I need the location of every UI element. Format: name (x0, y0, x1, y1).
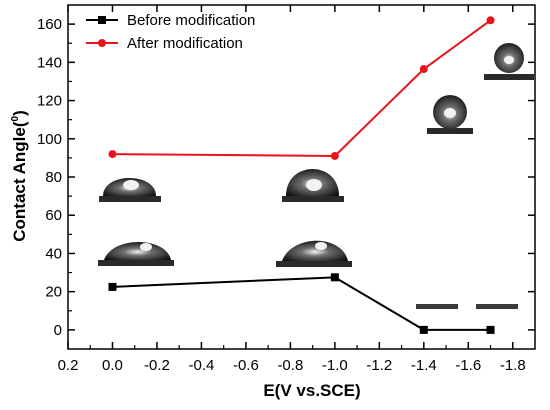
y-tick-label-6: 120 (37, 93, 62, 110)
legend: Before modification After modification (86, 12, 255, 52)
y-tick-label-7: 140 (37, 54, 62, 71)
droplet-image-before-0v (98, 242, 174, 266)
legend-item-after: After modification (86, 35, 243, 52)
x-tick-label-9: -1.6 (455, 357, 481, 374)
legend-marker-after (98, 39, 106, 47)
y-tick-label-5: 100 (37, 131, 62, 148)
x-tick-label-1: 0.0 (102, 357, 123, 374)
y-axis-title: Contact Angle(0) (10, 110, 29, 242)
x-tick-label-7: -1.2 (366, 357, 392, 374)
series-1-point-0 (108, 150, 117, 159)
droplet-image-after-1v (282, 169, 344, 202)
droplet-images (98, 43, 534, 309)
series-layer (108, 16, 495, 334)
series-line-1 (112, 19, 492, 157)
droplet-image-before-1-7v (476, 304, 518, 309)
x-tick-label-10: -1.8 (500, 357, 526, 374)
y-tick-label-2: 40 (45, 245, 62, 262)
y-axis-title-main: Contact Angle( (10, 121, 29, 242)
series-0-point-2 (419, 325, 428, 334)
droplet-image-before-1-4v (416, 304, 458, 309)
y-axis-title-sup: 0 (10, 115, 21, 121)
x-axis-title: E(V vs.SCE) (263, 381, 360, 400)
y-tick-label-3: 60 (45, 207, 62, 224)
series-0-point-0 (108, 282, 117, 291)
x-tick-label-3: -0.4 (188, 357, 214, 374)
droplet-image-after-0v (99, 178, 161, 202)
series-1-point-3 (486, 16, 495, 25)
series-line-0 (112, 276, 491, 331)
series-0-point-1 (330, 273, 339, 282)
series-1-point-1 (330, 151, 339, 160)
y-tick-label-8: 160 (37, 16, 62, 33)
y-axis-title-close: ) (10, 110, 29, 116)
droplet-image-after-1-4v (427, 95, 473, 134)
x-tick-label-2: -0.2 (144, 357, 170, 374)
x-tick-label-4: -0.6 (233, 357, 259, 374)
y-tick-label-4: 80 (45, 169, 62, 186)
y-tick-label-0: 0 (54, 322, 62, 339)
x-tick-label-0: 0.2 (58, 357, 79, 374)
legend-marker-before (98, 16, 106, 24)
x-tick-label-8: -1.4 (411, 357, 437, 374)
droplet-image-after-1-7v (484, 43, 534, 80)
series-1-point-2 (419, 65, 428, 74)
droplet-image-before-1v (276, 240, 352, 267)
x-tick-label-5: -0.8 (277, 357, 303, 374)
legend-label-after: After modification (127, 35, 243, 52)
axes-layer: 0.2 0.0 -0.2 -0.4 -0.6 -0.8 -1.0 -1.2 -1.4 -1.6 -1… (37, 4, 536, 374)
x-tick-label-6: -1.0 (322, 357, 348, 374)
legend-item-before: Before modification (86, 12, 255, 29)
y-tick-label-1: 20 (45, 284, 62, 301)
legend-label-before: Before modification (127, 12, 255, 29)
series-0-point-3 (486, 325, 495, 334)
